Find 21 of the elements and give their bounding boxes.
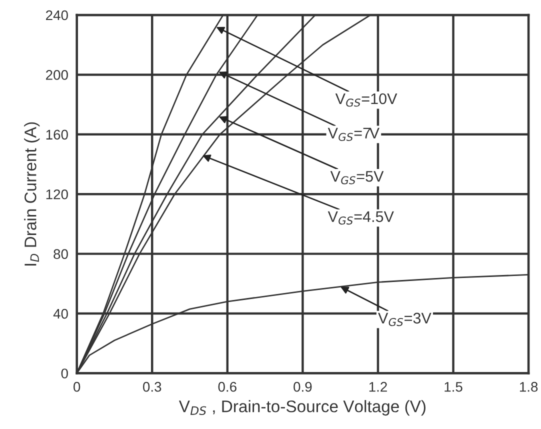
x-tick-label: 0.9 [294,382,312,392]
x-tick-label: 1.8 [520,382,538,392]
annotation: V$_{GS}$=5V [330,171,384,184]
y-tick-label: 160 [46,130,68,140]
y-tick-label: 80 [54,249,68,259]
y-tick-label: 40 [53,308,68,319]
x-axis-title: V$_{DS}$ , Drain-to-Source Voltage (V) [178,400,426,416]
y-tick-label: 240 [46,10,68,20]
y-tick-label: 120 [46,189,68,200]
y-axis-title: I$_{D}$ Drain Current (A) [24,122,40,266]
annotation: V$_{GS}$=7V [328,128,380,141]
annotation: V$_{GS}$=4.5V [328,211,394,225]
y-tick-label: 200 [46,70,68,80]
x-tick-label: 1.5 [444,382,462,392]
x-tick-label: 1.2 [369,382,387,392]
x-tick-label: 0.3 [143,382,162,392]
x-tick-label: 0.6 [218,382,236,392]
x-tick-label: 0 [74,382,80,392]
annotation: V$_{GS}$=3V [378,312,432,326]
annotation: V$_{GS}$=10V [335,93,398,107]
y-tick-label: 0 [61,368,68,378]
